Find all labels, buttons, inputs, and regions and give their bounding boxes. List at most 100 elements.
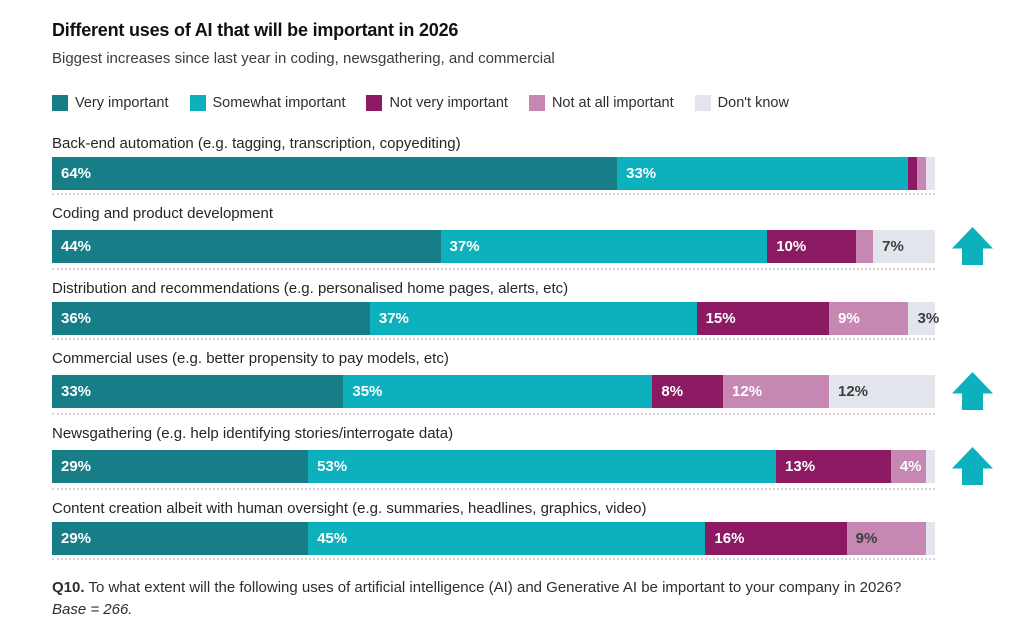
chart-row: Content creation albeit with human overs… — [52, 500, 995, 560]
bar-value-label: 33% — [61, 382, 92, 400]
bar-segment-not-very-important — [908, 157, 918, 190]
bar-category-label: Commercial uses (e.g. better propensity … — [52, 350, 449, 367]
bar-category-label: Distribution and recommendations (e.g. p… — [52, 280, 569, 297]
bar-segment-very-important: 29% — [52, 522, 309, 555]
up-arrow-icon — [952, 227, 993, 265]
bar-value-label: 36% — [61, 310, 92, 327]
legend-label: Somewhat important — [212, 95, 346, 111]
row-dotted-line — [52, 413, 935, 415]
bar-segment-don-t-know: 3% — [908, 302, 940, 335]
bar-value-label: 16% — [714, 530, 745, 547]
bar-value-label: 13% — [785, 457, 816, 475]
bar-track: 44% 37% 10% 7% — [52, 229, 935, 263]
legend-label: Very important — [75, 95, 169, 111]
bar-segment-don-t-know — [926, 522, 935, 555]
bar-value-label: 53% — [317, 457, 348, 475]
bar-track: 33% 35% 8% 12% 12% — [52, 374, 935, 408]
up-arrow-icon — [952, 447, 993, 485]
bar-segment-very-important: 33% — [52, 374, 344, 408]
bar-value-label: 8% — [661, 382, 684, 400]
legend: Very important Somewhat important Not ve… — [52, 95, 995, 111]
bar-segment-not-very-important: 15% — [696, 302, 830, 335]
bar-value-label: 12% — [838, 382, 869, 400]
bar-category-label: Back-end automation (e.g. tagging, trans… — [52, 135, 461, 152]
bar-line: 64% 33% — [52, 157, 995, 190]
chart-row: Coding and product development 44% 37% 10% 7… — [52, 205, 995, 270]
bar-value-label: 9% — [838, 310, 860, 327]
legend-item-very-important: Very important — [52, 95, 169, 111]
bar-value-label: 37% — [378, 310, 409, 327]
legend-item-not-very-important: Not very important — [366, 95, 508, 111]
bar-segment-don-t-know: 12% — [829, 374, 935, 408]
up-arrow-icon — [952, 372, 993, 410]
footnote-question-text: To what extent will the following uses o… — [88, 579, 902, 596]
row-dotted-line — [52, 558, 935, 560]
legend-label: Don't know — [717, 95, 789, 111]
bar-segment-not-very-important: 16% — [705, 522, 847, 555]
chart-rows: Back-end automation (e.g. tagging, trans… — [52, 135, 995, 560]
bar-line: 36% 37% 15% 9% 3% — [52, 302, 995, 335]
bar-segment-somewhat-important: 35% — [343, 374, 653, 408]
bar-value-label: 12% — [732, 382, 763, 400]
bar-segment-not-at-all-important: 9% — [846, 522, 927, 555]
legend-item-somewhat-important: Somewhat important — [189, 95, 346, 111]
legend-swatch-very-important — [52, 95, 68, 111]
bar-segment-somewhat-important: 33% — [617, 157, 909, 190]
bar-segment-not-very-important: 10% — [767, 229, 856, 263]
bar-segment-don-t-know: 7% — [873, 229, 935, 263]
bar-track: 64% 33% — [52, 157, 935, 190]
footnote-base: Base = 266. — [52, 601, 133, 618]
bar-value-label: 64% — [61, 165, 92, 182]
legend-swatch-not-very-important — [366, 95, 383, 111]
bar-value-label: 3% — [917, 310, 940, 327]
subtitle: Biggest increases since last year in cod… — [52, 50, 555, 67]
bar-value-label: 29% — [61, 457, 92, 475]
bar-track: 29% 53% 13% 4% — [52, 449, 935, 483]
legend-swatch-dont-know — [694, 95, 711, 111]
bar-line: 29% 53% 13% 4% — [52, 447, 995, 485]
bar-segment-don-t-know — [926, 157, 935, 190]
legend-item-not-at-all-important: Not at all important — [528, 95, 674, 111]
legend-label: Not at all important — [551, 95, 674, 111]
bar-line: 33% 35% 8% 12% 12% — [52, 372, 995, 410]
row-dotted-line — [52, 488, 935, 490]
legend-item-dont-know: Don't know — [694, 95, 789, 111]
bar-segment-not-very-important: 13% — [776, 449, 891, 483]
legend-swatch-somewhat-important — [189, 95, 206, 111]
bar-segment-very-important: 36% — [52, 302, 370, 335]
bar-track: 29% 45% 16% 9% — [52, 522, 935, 555]
bar-value-label: 29% — [61, 530, 92, 547]
bar-value-label: 4% — [899, 457, 922, 475]
bar-category-label: Content creation albeit with human overs… — [52, 500, 647, 517]
legend-label: Not very important — [389, 95, 508, 111]
bar-segment-not-at-all-important: 9% — [829, 302, 909, 335]
bar-line: 29% 45% 16% 9% — [52, 522, 995, 555]
bar-segment-not-very-important: 8% — [652, 374, 724, 408]
bar-value-label: 35% — [352, 382, 383, 400]
bar-segment-somewhat-important: 45% — [308, 522, 706, 555]
chart-row: Commercial uses (e.g. better propensity … — [52, 350, 995, 415]
chart-row: Distribution and recommendations (e.g. p… — [52, 280, 995, 340]
page-title: Different uses of AI that will be import… — [52, 20, 459, 40]
bar-segment-very-important: 44% — [52, 229, 441, 263]
bar-segment-very-important: 29% — [52, 449, 309, 483]
bar-category-label: Coding and product development — [52, 205, 273, 222]
bar-segment-somewhat-important: 53% — [308, 449, 777, 483]
bar-value-label: 10% — [776, 237, 807, 255]
bar-value-label: 44% — [61, 237, 92, 255]
bar-segment-very-important: 64% — [52, 157, 618, 190]
bar-category-label: Newsgathering (e.g. help identifying sto… — [52, 425, 454, 442]
bar-segment-don-t-know — [926, 449, 935, 483]
bar-value-label: 15% — [705, 310, 736, 327]
row-dotted-line — [52, 193, 935, 195]
footnote-question-number: Q10. — [52, 579, 85, 596]
bar-segment-not-at-all-important: 4% — [890, 449, 927, 483]
bar-value-label: 37% — [449, 237, 480, 255]
bar-line: 44% 37% 10% 7% — [52, 227, 995, 265]
bar-segment-somewhat-important: 37% — [440, 229, 768, 263]
bar-segment-not-at-all-important: 12% — [723, 374, 829, 408]
chart-row: Newsgathering (e.g. help identifying sto… — [52, 425, 995, 490]
bar-value-label: 33% — [626, 165, 657, 182]
bar-value-label: 7% — [882, 237, 904, 255]
